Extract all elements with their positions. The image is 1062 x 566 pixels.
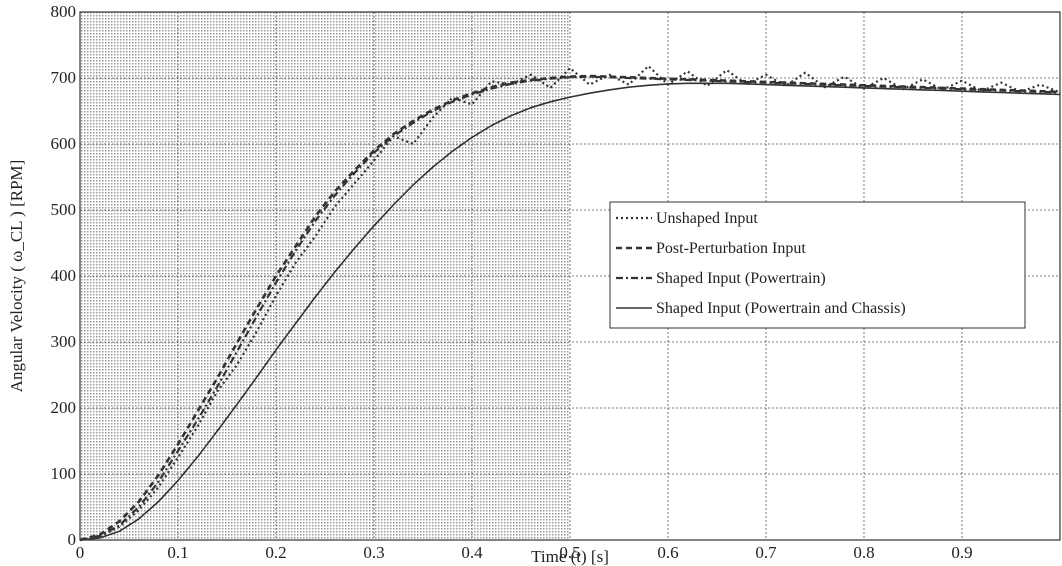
y-tick-label: 300 [51, 332, 77, 351]
y-tick-label: 400 [51, 266, 77, 285]
x-axis-label: Time (t) [s] [531, 547, 609, 566]
x-tick-label: 0.1 [167, 543, 188, 562]
y-tick-label: 0 [68, 530, 77, 549]
y-tick-label: 500 [51, 200, 77, 219]
x-tick-label: 0.3 [363, 543, 384, 562]
y-tick-label: 800 [51, 2, 77, 21]
x-tick-label: 0.4 [461, 543, 483, 562]
x-tick-label: 0.7 [755, 543, 777, 562]
x-tick-label: 0.9 [951, 543, 972, 562]
y-tick-label: 600 [51, 134, 77, 153]
legend-label: Shaped Input (Powertrain and Chassis) [656, 300, 906, 317]
x-tick-label: 0 [76, 543, 85, 562]
y-tick-label: 100 [51, 464, 77, 483]
x-tick-label: 0.6 [657, 543, 678, 562]
y-tick-labels: 0 100 200 300 400 500 600 700 800 [51, 2, 77, 549]
legend-label: Shaped Input (Powertrain) [656, 270, 826, 287]
legend-label: Unshaped Input [656, 210, 758, 227]
y-tick-label: 700 [51, 68, 77, 87]
x-tick-labels: 00.10.20.30.40.50.60.70.80.9 [76, 543, 973, 562]
x-tick-label: 0.2 [265, 543, 286, 562]
y-axis-label: Angular Velocity ( ω_CL ) [RPM] [7, 160, 26, 393]
x-tick-label: 0.8 [853, 543, 874, 562]
legend: Unshaped Input Post-Perturbation Input Sha… [610, 202, 1025, 328]
legend-label: Post-Perturbation Input [656, 240, 806, 257]
y-tick-label: 200 [51, 398, 77, 417]
